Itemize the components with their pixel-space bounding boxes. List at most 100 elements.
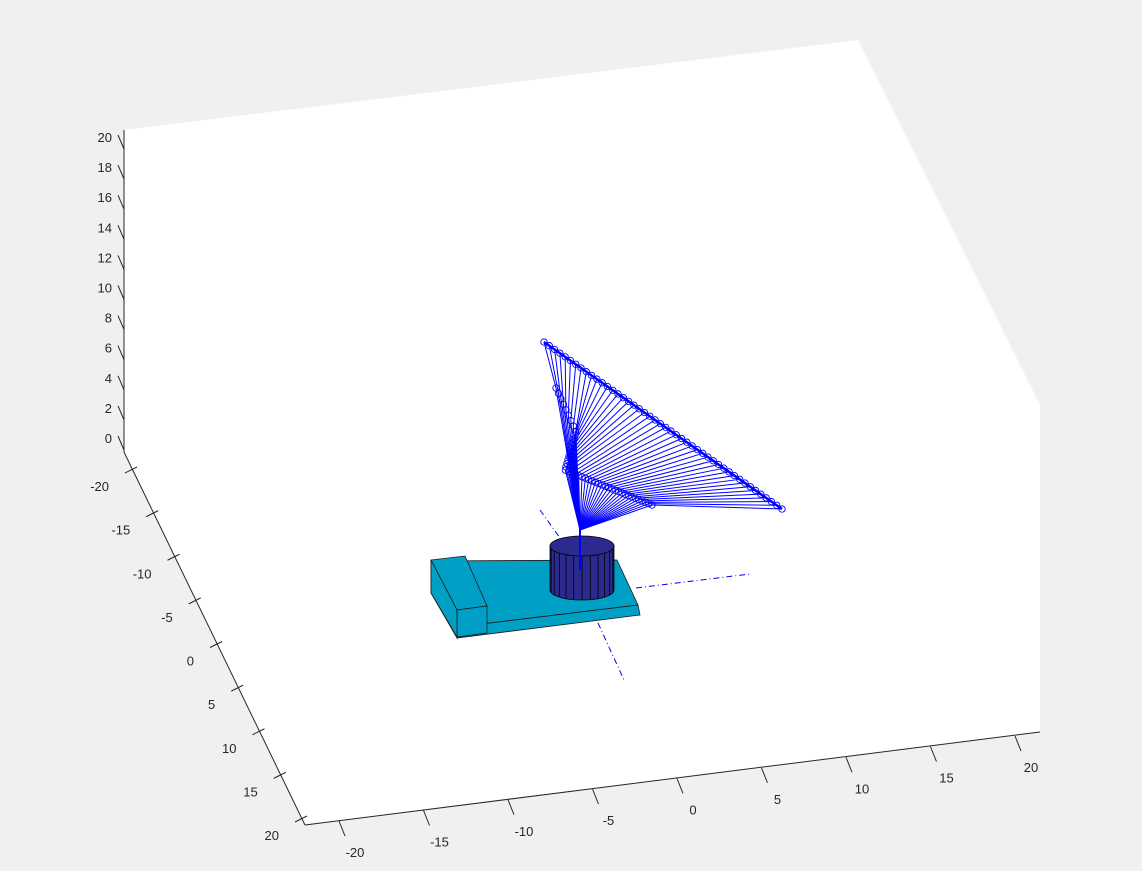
- x-tick-mark: [423, 810, 430, 826]
- tip-marker: [577, 364, 585, 372]
- tip-marker: [582, 368, 590, 376]
- tip-marker: [720, 464, 728, 472]
- y-tick-mark: [209, 641, 223, 648]
- arm-trajectory-fan: [540, 338, 786, 570]
- elbow-marker: [618, 489, 626, 497]
- z-tick-mark: [117, 435, 125, 451]
- x-tick-mark: [1014, 735, 1022, 752]
- y-tick-mark: [231, 684, 244, 692]
- tip-marker: [704, 453, 712, 461]
- tip-marker: [587, 371, 596, 380]
- z-tick-mark: [117, 315, 125, 330]
- z-tick-label: 2: [105, 401, 112, 416]
- y-tick-label: -20: [90, 479, 109, 494]
- z-tick-mark: [117, 134, 125, 150]
- z-tick-label: 12: [98, 250, 112, 265]
- y-tick-mark: [273, 771, 286, 779]
- tip-marker: [688, 442, 696, 450]
- tip-marker: [556, 349, 564, 357]
- tip-marker: [624, 397, 633, 406]
- z-tick-label: 6: [105, 341, 112, 356]
- elbow-marker: [578, 473, 586, 481]
- y-tick-label: -5: [161, 610, 173, 625]
- elbow-marker: [611, 486, 619, 494]
- y-tick-mark: [146, 510, 159, 518]
- z-tick-label: 10: [98, 281, 112, 296]
- arm-configuration: [567, 401, 629, 531]
- tip-marker: [725, 468, 733, 476]
- x-tick-label: 20: [1024, 760, 1038, 775]
- z-tick-mark: [117, 405, 125, 421]
- elbow-marker: [645, 500, 653, 508]
- tip-marker: [598, 379, 606, 387]
- elbow-marker: [588, 477, 596, 485]
- elbow-marker: [581, 474, 589, 482]
- tip-marker: [603, 382, 612, 391]
- z-tick-label: 16: [98, 190, 112, 205]
- elbow-marker: [598, 481, 606, 489]
- tip-marker: [714, 460, 723, 469]
- elbow-marker: [567, 445, 575, 453]
- x-tick-mark: [930, 746, 937, 762]
- elbow-marker: [605, 483, 613, 492]
- elbow-marker: [591, 478, 599, 486]
- tip-marker: [757, 490, 765, 498]
- tip-marker: [667, 427, 675, 435]
- y-tick-mark: [124, 466, 138, 474]
- x-axis-line: [304, 731, 1041, 826]
- y-tick-mark: [294, 815, 308, 823]
- z-tick-label: 0: [105, 431, 112, 446]
- tip-marker: [730, 471, 739, 480]
- tip-marker: [677, 434, 686, 443]
- tip-marker: [646, 412, 654, 420]
- z-tick-mark: [117, 195, 125, 210]
- tip-marker: [683, 438, 691, 446]
- tip-marker: [640, 408, 649, 417]
- scene: [430, 338, 786, 681]
- x-tick-label: -10: [515, 824, 534, 839]
- x-tick-label: -5: [603, 813, 615, 828]
- dash-dot-axis-y-lower: [597, 622, 625, 681]
- tip-marker: [609, 386, 617, 394]
- elbow-marker: [641, 498, 649, 506]
- z-tick-label: 4: [105, 371, 112, 386]
- cylinder-top: [549, 535, 615, 557]
- z-tick-mark: [117, 225, 125, 240]
- tip-marker: [709, 457, 717, 465]
- tip-marker: [661, 423, 670, 432]
- x-tick-label: 5: [774, 792, 781, 807]
- z-tick-label: 14: [98, 220, 112, 235]
- z-tick-mark: [117, 345, 125, 360]
- tip-marker: [736, 475, 744, 483]
- y-tick-mark: [252, 728, 265, 736]
- end-block-front: [456, 605, 488, 638]
- plot-area: [124, 40, 1040, 825]
- y-tick-label: -15: [111, 523, 130, 538]
- elbow-marker: [648, 501, 656, 509]
- tip-marker: [672, 431, 680, 439]
- end-block-side: [430, 559, 458, 639]
- y-axis-ticks: -20 -15 -10 -5 0 5 10 15 20: [90, 466, 308, 843]
- tip-marker: [593, 375, 601, 383]
- tip-marker: [545, 342, 553, 350]
- tip-marker: [699, 449, 707, 457]
- x-tick-mark: [761, 767, 768, 784]
- elbow-marker: [561, 466, 569, 474]
- x-tick-mark: [507, 799, 515, 815]
- x-axis-ticks: -20 -15 -10 -5 0 5 10 15 20: [338, 735, 1038, 860]
- tip-marker: [614, 390, 622, 398]
- elbow-marker: [595, 479, 603, 488]
- y-tick-label: 10: [222, 741, 236, 756]
- dash-dot-axis-x: [635, 573, 751, 589]
- elbow-marker: [566, 449, 574, 457]
- tip-marker: [561, 353, 569, 361]
- tip-marker: [751, 486, 760, 495]
- cylinder: [549, 535, 615, 601]
- z-tick-mark: [117, 375, 125, 390]
- z-tick-label: 18: [98, 160, 112, 175]
- elbow-marker: [615, 487, 623, 496]
- tip-marker: [651, 416, 659, 424]
- elbow-marker: [568, 469, 576, 477]
- y-tick-label: 0: [187, 654, 194, 669]
- x-tick-mark: [845, 757, 853, 773]
